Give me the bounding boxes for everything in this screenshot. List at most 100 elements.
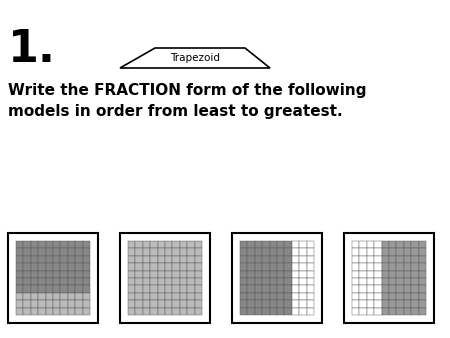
Text: Trapezoid: Trapezoid <box>170 53 220 63</box>
Bar <box>262 248 270 256</box>
Bar <box>284 278 292 285</box>
Bar <box>240 285 248 293</box>
Bar <box>53 278 60 285</box>
Bar <box>389 248 396 256</box>
Bar <box>165 263 172 271</box>
Bar <box>418 293 426 300</box>
Bar <box>270 293 277 300</box>
Bar <box>367 285 374 293</box>
Bar <box>389 308 396 315</box>
Bar <box>299 263 306 271</box>
Bar <box>75 300 83 308</box>
Bar <box>83 271 90 278</box>
Bar <box>172 300 180 308</box>
Bar <box>45 278 53 285</box>
Bar <box>396 271 404 278</box>
Bar <box>60 263 68 271</box>
Bar <box>60 241 68 248</box>
Bar <box>60 256 68 263</box>
Bar <box>16 248 23 256</box>
Bar <box>38 278 45 285</box>
Bar <box>143 271 150 278</box>
Bar <box>374 248 382 256</box>
Bar <box>344 233 434 323</box>
Bar <box>128 271 135 278</box>
Bar <box>150 248 158 256</box>
Bar <box>374 293 382 300</box>
Bar <box>240 256 248 263</box>
Bar <box>389 278 396 285</box>
Bar <box>240 263 248 271</box>
Bar <box>135 278 143 285</box>
Bar <box>352 256 360 263</box>
Bar <box>194 248 202 256</box>
Bar <box>299 248 306 256</box>
Bar <box>128 256 135 263</box>
Bar <box>23 278 31 285</box>
Bar <box>45 300 53 308</box>
Bar <box>68 271 75 278</box>
Bar <box>382 308 389 315</box>
Bar <box>194 278 202 285</box>
Bar <box>292 308 299 315</box>
Bar <box>262 308 270 315</box>
Bar <box>135 256 143 263</box>
Polygon shape <box>120 48 270 68</box>
Bar <box>143 293 150 300</box>
Bar <box>277 248 284 256</box>
Bar <box>382 271 389 278</box>
Bar <box>83 248 90 256</box>
Bar <box>143 263 150 271</box>
Bar <box>292 241 299 248</box>
Bar <box>418 248 426 256</box>
Bar <box>135 293 143 300</box>
Bar <box>255 278 262 285</box>
Bar <box>165 293 172 300</box>
Bar <box>411 278 418 285</box>
Bar <box>16 293 23 300</box>
Bar <box>194 293 202 300</box>
Bar <box>360 263 367 271</box>
Bar <box>194 263 202 271</box>
Bar <box>404 308 411 315</box>
Bar <box>38 285 45 293</box>
Bar <box>418 241 426 248</box>
Bar <box>374 256 382 263</box>
Bar <box>374 263 382 271</box>
Bar <box>292 248 299 256</box>
Bar <box>411 248 418 256</box>
Bar <box>180 241 187 248</box>
Bar <box>53 241 60 248</box>
Bar <box>418 278 426 285</box>
Bar <box>277 300 284 308</box>
Bar <box>240 300 248 308</box>
Bar <box>270 263 277 271</box>
Bar <box>292 256 299 263</box>
Bar <box>45 293 53 300</box>
Bar <box>68 308 75 315</box>
Bar <box>374 308 382 315</box>
Bar <box>292 271 299 278</box>
Bar <box>83 300 90 308</box>
Bar <box>23 248 31 256</box>
Bar <box>38 271 45 278</box>
Bar <box>60 248 68 256</box>
Bar <box>135 263 143 271</box>
Bar <box>284 248 292 256</box>
Bar <box>389 241 396 248</box>
Bar <box>255 256 262 263</box>
Bar <box>360 293 367 300</box>
Bar <box>158 278 165 285</box>
Bar <box>128 300 135 308</box>
Bar <box>396 300 404 308</box>
Bar <box>382 300 389 308</box>
Bar <box>352 248 360 256</box>
Bar <box>404 256 411 263</box>
Bar <box>165 241 172 248</box>
Bar <box>240 308 248 315</box>
Bar <box>194 256 202 263</box>
Bar <box>306 285 314 293</box>
Bar <box>389 293 396 300</box>
Bar <box>83 241 90 248</box>
Bar <box>262 256 270 263</box>
